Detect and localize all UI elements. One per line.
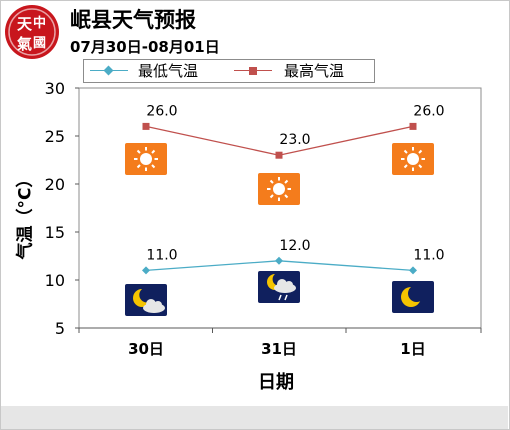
sun-ray: [269, 179, 274, 184]
date-range: 07月30日-08月01日: [70, 38, 220, 56]
cloud-puff: [146, 299, 156, 309]
max-temp-label: 23.0: [279, 132, 310, 148]
sun-ray: [136, 164, 141, 169]
y-tick-label: 10: [45, 271, 65, 290]
sun-disc: [140, 153, 152, 165]
y-tick-label: 5: [55, 319, 65, 338]
y-axis-title: 气温（°C）: [15, 170, 36, 260]
sun-ray: [284, 179, 289, 184]
max-temp-label: 26.0: [413, 103, 444, 119]
min-temp-label: 11.0: [413, 247, 444, 263]
min-temp-label: 11.0: [146, 247, 177, 263]
max-temp-label: 26.0: [146, 103, 177, 119]
rain-drop: [278, 294, 282, 301]
moon-shadow: [139, 287, 155, 303]
sun-ray: [136, 149, 141, 154]
svg-text:氣: 氣: [17, 35, 32, 53]
y-tick-label: 25: [45, 127, 65, 146]
svg-text:中: 中: [33, 15, 46, 31]
y-axis-title-wrap: 气温（°C）: [8, 140, 38, 290]
cloud-puff: [285, 281, 293, 289]
sun-disc: [273, 183, 285, 195]
sun-disc: [407, 153, 419, 165]
sun-ray: [284, 194, 289, 199]
min-temp-point: [275, 256, 283, 265]
cloud-puff: [154, 301, 162, 309]
y-tick-label: 30: [45, 79, 65, 98]
chart-legend: 最低气温 最高气温: [83, 59, 375, 83]
sun-ray: [151, 164, 156, 169]
min-temp-label: 12.0: [279, 238, 310, 254]
legend-max-marker: [249, 67, 257, 75]
max-temp-point: [142, 122, 150, 130]
min-temp-point: [142, 266, 150, 275]
x-tick-label: 30日: [128, 340, 164, 358]
max-temp-point: [409, 122, 417, 130]
page-title: 岷县天气预报: [70, 8, 196, 32]
svg-text:天: 天: [17, 15, 33, 33]
max-temp-point: [275, 151, 283, 159]
moon-shadow: [408, 285, 425, 302]
china-weather-logo: 天 中 氣 國: [5, 5, 59, 59]
sun-ray: [403, 149, 408, 154]
sun-ray: [151, 149, 156, 154]
y-tick-label: 15: [45, 223, 65, 242]
x-tick-label: 1日: [400, 340, 425, 358]
sun-ray: [269, 194, 274, 199]
svg-text:國: 國: [33, 36, 46, 51]
legend-min-label: 最低气温: [138, 62, 199, 80]
x-tick-label: 31日: [261, 340, 297, 358]
legend-max-label: 最高气温: [284, 62, 345, 80]
sun-ray: [403, 164, 408, 169]
min-temp-point: [409, 266, 417, 275]
footer-band: [1, 406, 508, 429]
rain-drop: [284, 294, 288, 301]
x-axis-title: 日期: [258, 372, 294, 393]
sun-ray: [418, 149, 423, 154]
cloud-puff: [277, 279, 287, 289]
plot-area-border: [78, 87, 482, 328]
sun-ray: [418, 164, 423, 169]
y-tick-label: 20: [45, 175, 65, 194]
